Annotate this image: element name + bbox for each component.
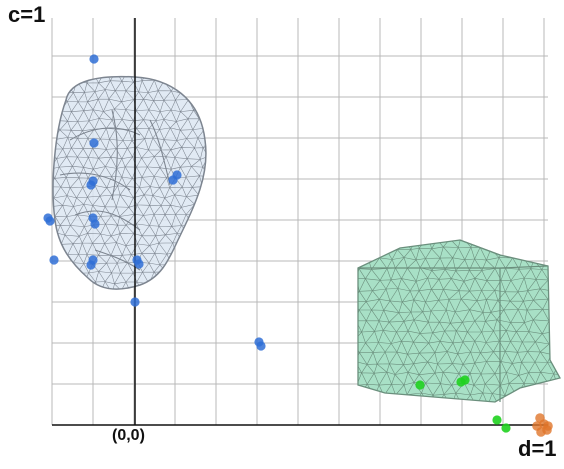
blue-point	[49, 255, 59, 265]
blue-point	[168, 175, 178, 185]
axes	[52, 18, 548, 426]
head-mesh-icon	[52, 75, 207, 290]
point-cloud	[43, 54, 553, 437]
d-axis-label: d=1	[518, 436, 557, 461]
green-point	[415, 380, 425, 390]
blue-point	[256, 341, 266, 351]
blue-point	[89, 54, 99, 64]
block-mesh-icon	[357, 239, 561, 403]
blue-point	[86, 260, 96, 270]
blue-point	[45, 216, 55, 226]
c-axis-label: c=1	[8, 2, 46, 27]
blue-point	[86, 180, 96, 190]
green-point	[492, 415, 502, 425]
blue-point	[130, 297, 140, 307]
orange-point	[532, 421, 542, 431]
orange-point	[543, 421, 553, 431]
blue-point	[134, 259, 144, 269]
blue-point	[89, 138, 99, 148]
green-point	[460, 375, 470, 385]
blue-point	[90, 219, 100, 229]
green-point	[501, 423, 511, 433]
origin-label: (0,0)	[112, 427, 145, 444]
